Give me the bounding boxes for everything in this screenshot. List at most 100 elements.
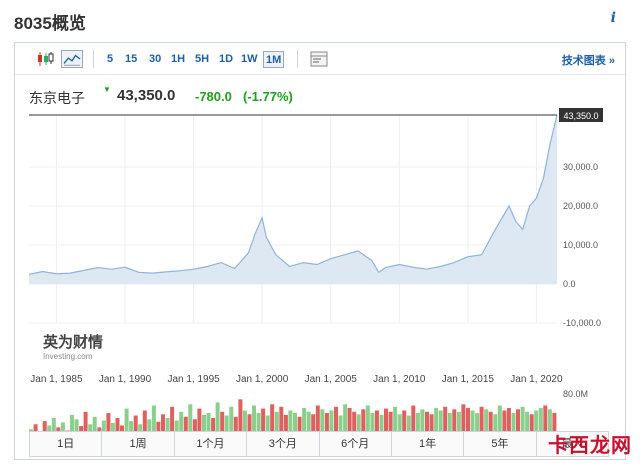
volume-bar [338,415,343,435]
range-button-6[interactable]: 5年 [464,432,537,456]
interval-button-1w[interactable]: 1W [241,53,258,65]
price-volume-chart[interactable]: 43,350.0 30,000.0 20,000.0 10,000.0 0.0 -10,0… [15,105,625,435]
range-button-1[interactable]: 1周 [102,432,175,456]
price-change: -780.0 [195,89,232,104]
volume-bar [456,411,461,435]
volume-bar [288,410,293,435]
volume-bar [370,413,375,435]
x-tick-label: Jan 1, 1995 [167,374,220,385]
volume-bar [279,406,284,435]
candlestick-icon[interactable] [35,50,55,68]
volume-bar [261,408,266,435]
range-button-0[interactable]: 1日 [30,432,103,456]
info-icon[interactable]: i [610,10,616,26]
volume-bar [51,418,56,435]
range-button-4[interactable]: 6个月 [319,432,392,456]
range-button-3[interactable]: 3个月 [247,432,320,456]
x-tick-label: Jan 1, 2010 [373,374,426,385]
volume-bar [174,420,179,435]
x-tick-label: Jan 1, 1990 [99,374,152,385]
interval-button-1h[interactable]: 1H [171,53,186,65]
volume-bar [206,413,211,435]
volume-bar [529,414,534,435]
x-tick-label: Jan 1, 2000 [236,374,289,385]
volume-bar [165,418,170,435]
volume-bar [324,413,329,435]
interval-button-1m[interactable]: 1M [263,51,285,68]
volume-bar [252,405,256,435]
time-range-bar: 1日 1周 1个月 3个月 6个月 1年 5年 最大 [29,431,609,457]
last-price-badge [559,108,603,122]
volume-bar [516,409,520,435]
volume-bar [425,411,429,435]
volume-bar [397,414,402,435]
technical-chart-link[interactable]: 技术图表 » [561,55,615,67]
volume-bar [388,411,393,435]
volume-bar [151,405,156,435]
interval-button-5h[interactable]: 5H [195,53,210,65]
volume-bar [506,408,511,435]
interval-button-30[interactable]: 30 [149,53,162,65]
volume-bar [334,406,338,435]
volume-bar [347,408,352,435]
volume-bar [74,419,79,435]
volume-bar [311,414,316,435]
price-area [29,115,557,285]
range-button-2[interactable]: 1个月 [174,432,248,456]
y-tick-label: 20,000.0 [563,201,598,211]
volume-bar [33,424,38,435]
y-tick-label: -10,000.0 [563,318,601,328]
volume-bar [242,410,247,435]
volume-bar [365,405,370,435]
volume-bar [352,411,357,435]
volume-bar [452,409,457,435]
chart-toolbar: 5 15 30 1H 5H 1D 1W 1M 技术图表 » [15,43,625,75]
volume-bar [229,406,234,435]
volume-bar [520,406,525,435]
volume-bar [534,410,539,435]
area-chart-icon[interactable] [61,50,83,68]
volume-bar [525,411,530,435]
interval-button-15[interactable]: 15 [125,53,138,65]
x-tick-label: Jan 1, 2015 [442,374,495,385]
volume-bar [192,419,197,435]
volume-bar [42,421,47,435]
volume-bar [497,405,502,435]
investing-logo-subtext: Investing.com [43,352,93,361]
volume-bar [70,414,74,435]
volume-bar [320,409,325,435]
volume-bar [447,413,452,435]
stock-name: 东京电子 [29,90,85,106]
volume-bar [488,411,493,435]
volume-bar [238,399,243,435]
volume-bar [274,411,279,435]
volume-bar [543,405,548,435]
volume-bar [120,425,124,435]
chart-settings-icon[interactable] [309,50,329,68]
volume-bar [183,416,188,435]
volume-bar [393,406,398,435]
y-tick-label: 0.0 [563,279,576,289]
volume-bar [179,411,184,435]
range-button-5[interactable]: 1年 [391,432,465,456]
volume-bar [343,404,348,435]
volume-bar [306,411,311,435]
y-tick-label: 30,000.0 [563,162,598,172]
volume-bar [161,414,165,435]
volume-bar [188,404,193,435]
range-button-7[interactable]: 最大 [536,432,608,456]
volume-bar [124,408,129,435]
interval-button-5[interactable]: 5 [107,53,114,65]
volume-bar [493,414,498,435]
volume-bar [466,408,470,435]
volume-bar [220,411,225,435]
volume-bar [384,408,388,435]
volume-bar [129,421,134,435]
volume-bar [547,409,552,435]
interval-button-1d[interactable]: 1D [219,53,234,65]
chart-panel: 5 15 30 1H 5H 1D 1W 1M 技术图表 » 东京电子 ▼ 43,350.0 -… [14,42,626,460]
volume-bar [88,424,93,435]
volume-bar [429,414,434,435]
volume-bar [438,410,443,435]
